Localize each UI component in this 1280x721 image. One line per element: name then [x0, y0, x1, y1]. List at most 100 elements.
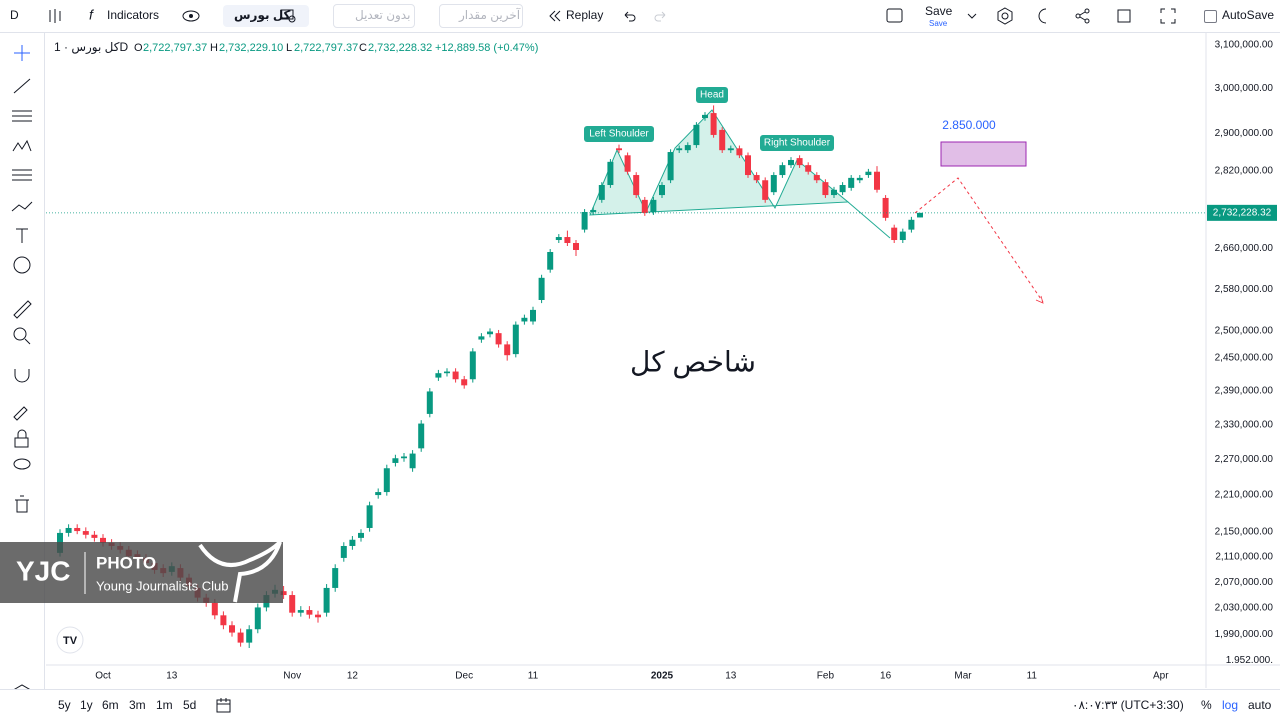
candle-body — [616, 148, 622, 151]
symbol-letter[interactable]: D — [10, 8, 19, 22]
logo[interactable] — [56, 626, 84, 654]
candle-body — [82, 531, 89, 535]
candle-body — [237, 632, 244, 643]
undo-icon[interactable] — [621, 8, 637, 24]
indicators-button[interactable]: Indicators — [107, 8, 160, 22]
y-tick-label: 2,390,000.00 — [1215, 386, 1274, 397]
candle-body — [908, 219, 915, 230]
candle-body — [796, 158, 803, 166]
eye-icon[interactable] — [181, 8, 201, 24]
legend-o: O — [134, 42, 143, 54]
candle-body — [856, 177, 863, 181]
candle-body — [332, 568, 339, 588]
y-tick-label: 2,210,000.00 — [1215, 490, 1274, 501]
range-button[interactable]: 3m — [129, 698, 146, 712]
candle-body — [831, 189, 837, 196]
compare-icon[interactable] — [280, 8, 298, 24]
candle-body — [375, 492, 382, 496]
x-tick-label: 12 — [347, 671, 359, 682]
candle-body — [839, 185, 846, 193]
autosave-label[interactable]: AutoSave — [1222, 8, 1275, 22]
clock[interactable]: ۰۸:۰۷:۳۳ (UTC+3:30) — [1072, 698, 1184, 712]
candle-body — [246, 629, 253, 643]
candle-body — [366, 505, 373, 528]
candle-body — [487, 331, 493, 335]
x-tick-label: 11 — [1027, 671, 1038, 682]
candle-body — [426, 391, 433, 414]
chevron[interactable] — [967, 12, 977, 20]
candle-body — [100, 537, 106, 543]
range-button[interactable]: 5y — [58, 698, 71, 712]
log-toggle[interactable]: log — [1222, 698, 1239, 712]
candle-body — [581, 211, 588, 230]
bars-icon[interactable] — [46, 7, 64, 25]
candle-body — [254, 607, 261, 630]
layout-icon[interactable] — [886, 8, 904, 24]
goto-date-icon[interactable] — [215, 697, 233, 715]
candle-body — [211, 602, 218, 616]
target-label: 2.850.000 — [942, 118, 996, 132]
pattern-extension — [847, 201, 891, 239]
logo-mark: TV — [63, 635, 78, 647]
candle-body — [736, 148, 743, 156]
candle-body — [676, 148, 683, 151]
label-bg — [760, 135, 834, 151]
fx-icon: f — [89, 7, 95, 23]
candle-body — [547, 251, 554, 270]
right-shoulder-label: Right Shoulder — [764, 138, 831, 149]
label-bg — [584, 126, 654, 142]
legend-o-value: 2,722,797.37 — [143, 42, 207, 54]
candle-body — [538, 277, 545, 300]
candle-body — [315, 614, 321, 618]
y-tick-label: 2,450,000.00 — [1215, 353, 1274, 364]
auto-toggle[interactable]: auto — [1248, 698, 1272, 712]
fullscreen-icon[interactable] — [1159, 7, 1177, 25]
candle-body — [779, 165, 786, 176]
adjust-label[interactable]: بدون تعدیل — [355, 8, 411, 22]
candle-body — [435, 373, 442, 378]
range-button[interactable]: 5d — [183, 698, 197, 712]
range-button[interactable]: 6m — [102, 698, 119, 712]
candle-body — [521, 317, 528, 322]
overlay-photo: PHOTO — [96, 553, 156, 572]
settings-icon[interactable] — [996, 7, 1014, 25]
candle-body — [899, 231, 906, 241]
value-dropdown[interactable] — [439, 4, 523, 28]
range-button[interactable]: 1m — [156, 698, 173, 712]
value-label[interactable]: آخرین مقدار — [459, 8, 521, 22]
projection-path[interactable] — [914, 177, 1044, 303]
adjust-dropdown[interactable] — [333, 4, 415, 28]
candle-body — [865, 171, 872, 176]
x-tick-label: Oct — [95, 671, 111, 682]
x-tick-label: Dec — [455, 671, 473, 682]
candle-body — [762, 180, 769, 200]
percent-toggle[interactable]: % — [1201, 698, 1212, 712]
save-button[interactable]: Save — [925, 4, 953, 18]
candle-body — [788, 159, 794, 166]
candle-body — [745, 155, 751, 176]
candle-body — [702, 114, 708, 119]
replay-button[interactable]: Replay — [566, 8, 604, 22]
svg-text:f: f — [89, 7, 95, 23]
y-tick-label: 2,500,000.00 — [1215, 326, 1274, 337]
x-tick-label: Feb — [817, 671, 835, 682]
snapshot-icon[interactable] — [1115, 7, 1133, 25]
range-button[interactable]: 1y — [80, 698, 93, 712]
y-tick-label: 1.952.000. — [1226, 655, 1273, 666]
candle-body — [306, 610, 313, 615]
candle-body — [882, 197, 889, 218]
autosave-checkbox[interactable] — [1204, 10, 1217, 23]
x-tick-label: 11 — [528, 671, 539, 682]
symbol-name[interactable]: کل بورس — [234, 8, 291, 22]
theme-icon[interactable] — [1035, 7, 1053, 25]
candle-body — [512, 324, 519, 355]
legend-l: L — [286, 42, 292, 54]
redo-icon[interactable] — [653, 8, 669, 24]
share-icon[interactable] — [1074, 7, 1092, 25]
y-tick-label: 2,580,000.00 — [1215, 284, 1274, 295]
candle-body — [874, 171, 880, 190]
legend-l-value: 2,722,797.37 — [294, 42, 358, 54]
x-tick-label: Nov — [283, 671, 301, 682]
y-tick-label: 2,110,000.00 — [1215, 551, 1273, 562]
target-box[interactable] — [940, 141, 1027, 167]
